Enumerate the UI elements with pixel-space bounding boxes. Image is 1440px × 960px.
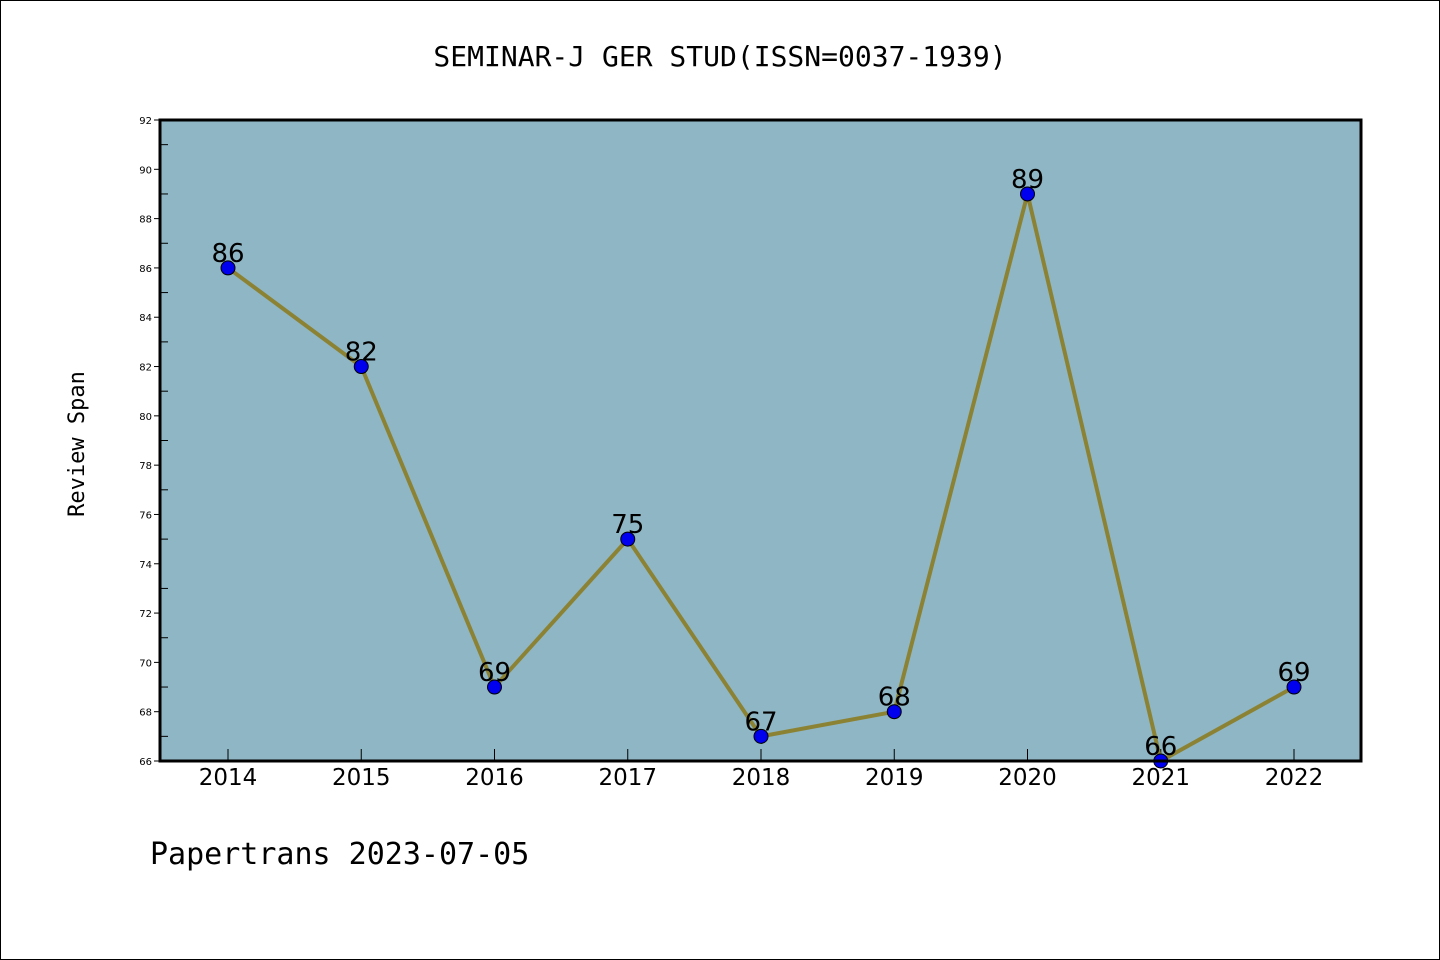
x-tick-label: 2016: [465, 765, 524, 791]
data-label: 69: [478, 658, 511, 688]
data-label: 68: [878, 683, 911, 713]
y-tick-label: 84: [139, 313, 152, 324]
y-tick-label: 78: [139, 461, 152, 472]
data-point: [487, 679, 502, 695]
data-point: [353, 359, 369, 375]
y-tick-label: 76: [139, 510, 152, 521]
y-tick-label: 90: [139, 165, 152, 176]
footer-watermark: Papertrans 2023-07-05: [150, 837, 529, 872]
data-point: [220, 260, 236, 276]
data-label: 67: [744, 707, 777, 737]
y-tick-label: 70: [139, 658, 152, 669]
y-tick-label: 80: [139, 412, 152, 423]
y-tick-label: 92: [139, 116, 152, 127]
y-tick-label: 88: [139, 215, 152, 226]
plot-border: [158, 118, 1363, 763]
data-point: [1286, 679, 1302, 695]
data-label: 82: [345, 338, 378, 368]
data-label: 89: [1011, 165, 1044, 195]
y-axis-label: Review Span: [65, 371, 90, 517]
data-point: [886, 704, 902, 720]
data-label: 75: [611, 510, 644, 540]
data-point: [620, 531, 636, 547]
data-label: 86: [211, 239, 244, 269]
y-tick-label: 74: [139, 560, 152, 571]
data-point: [1020, 186, 1035, 202]
x-tick-label: 2018: [732, 765, 791, 791]
x-tick-label: 2014: [199, 765, 258, 791]
y-tick-label: 86: [139, 264, 152, 275]
y-axis-ticks: 66 68 70 72 74 76 78 80 82 84 86 88 90 92: [139, 116, 168, 768]
y-tick-label: 72: [139, 609, 152, 620]
y-tick-label: 82: [139, 363, 152, 374]
y-tick-label: 66: [139, 757, 152, 768]
y-tick-label: 68: [139, 708, 152, 719]
data-label: 66: [1144, 732, 1177, 762]
x-tick-label: 2019: [865, 765, 924, 791]
plot-area: [160, 120, 1361, 761]
data-points: [220, 186, 1302, 769]
x-axis-ticks: 2014 2015 2016 2017 2018 2019 2020 2021 2022: [199, 749, 1324, 791]
chart-title: SEMINAR-J GER STUD(ISSN=0037-1939): [433, 40, 1006, 73]
data-point: [753, 728, 769, 744]
data-label: 69: [1277, 658, 1310, 688]
x-tick-label: 2021: [1131, 765, 1190, 791]
x-tick-label: 2020: [998, 765, 1057, 791]
x-tick-label: 2015: [332, 765, 391, 791]
x-tick-label: 2017: [598, 765, 657, 791]
x-tick-label: 2022: [1265, 765, 1324, 791]
data-labels: 86 82 69 75 67 68 89 66 69: [211, 165, 1310, 762]
